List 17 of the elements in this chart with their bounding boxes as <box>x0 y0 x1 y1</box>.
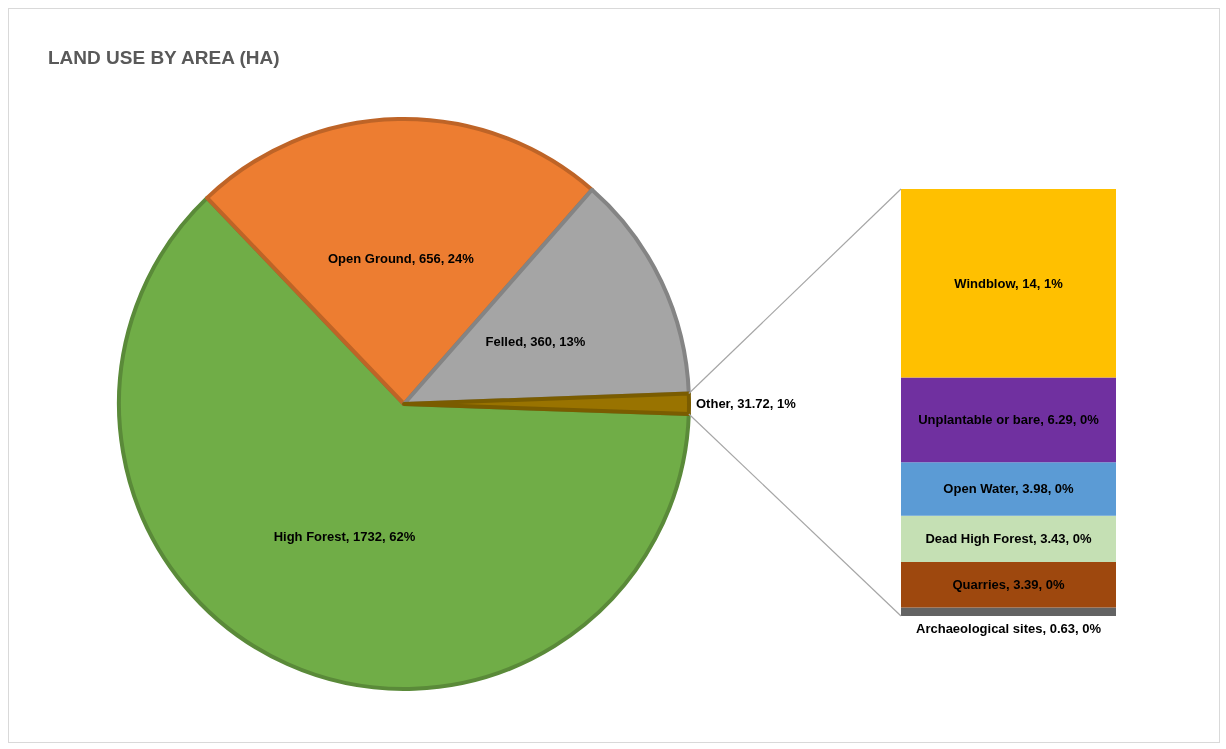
bar <box>901 377 1116 463</box>
data-label: Unplantable or bare, 6.29, 0% <box>918 412 1100 428</box>
data-label: Windblow, 14, 1% <box>954 275 1064 291</box>
bar <box>901 515 1116 562</box>
slice-label: Open Ground, 656, 24% <box>327 251 475 267</box>
bar <box>901 462 1116 516</box>
slice-label: Felled, 360, 13% <box>485 334 586 350</box>
data-label: Dead High Forest, 3.43, 0% <box>925 531 1093 547</box>
slice-label: High Forest, 1732, 62% <box>273 529 416 545</box>
data-label: Archaeological sites, 0.63, 0% <box>916 621 1102 636</box>
bar <box>901 561 1116 608</box>
bar <box>901 607 1116 616</box>
chart-title: LAND USE BY AREA (HA) <box>48 47 280 68</box>
slice-label: Other, 31.72, 1% <box>696 396 797 412</box>
bar <box>901 189 1116 378</box>
data-label: Open Water, 3.98, 0% <box>943 481 1075 497</box>
data-label: Quarries, 3.39, 0% <box>952 577 1065 593</box>
